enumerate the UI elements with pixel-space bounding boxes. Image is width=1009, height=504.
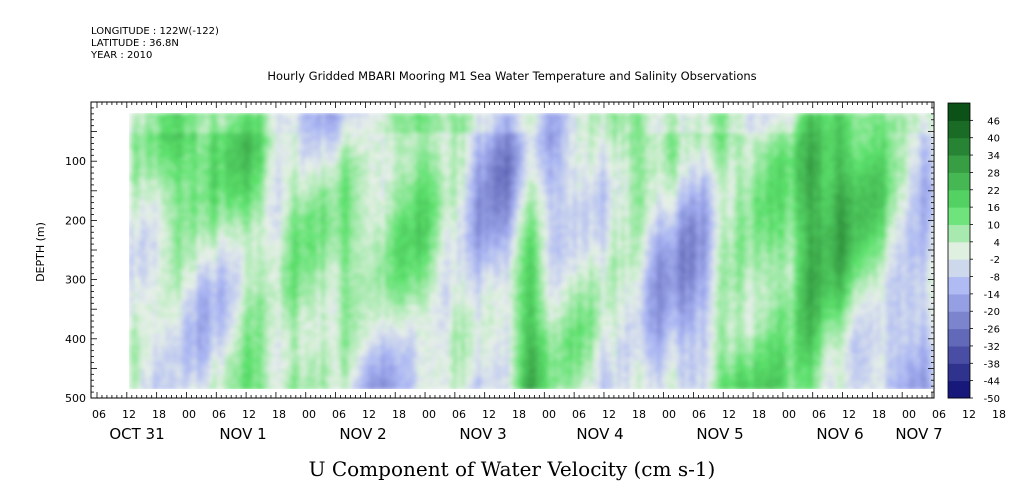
x-hour-label: 18 — [392, 408, 406, 421]
x-hour-label: 12 — [482, 408, 496, 421]
x-day-label: NOV 4 — [576, 425, 623, 443]
colorbar-label: -2 — [990, 255, 1000, 266]
y-tick-label: 100 — [65, 155, 86, 168]
colorbar-segment — [948, 345, 970, 364]
latitude-label: LATITUDE : 36.8N — [91, 38, 179, 49]
y-tick-label: 200 — [65, 214, 86, 227]
x-hour-label: 12 — [602, 408, 616, 421]
colorbar-label: -50 — [984, 394, 1000, 405]
x-day-labels: OCT 31 NOV 1 NOV 2 NOV 3 NOV 4 NOV 5 NOV 6 NOV … — [109, 425, 942, 443]
colorbar-label: -14 — [984, 290, 1000, 301]
x-hour-label: 12 — [722, 408, 736, 421]
x-hour-label: 06 — [692, 408, 706, 421]
x-hour-label: 12 — [242, 408, 256, 421]
colorbar: 46 40 34 28 22 16 10 4 -2 -8 -14 -20 -26 -32 -38 -44 -50 — [947, 102, 1000, 405]
colorbar-segment — [948, 207, 970, 225]
x-hour-label: 00 — [542, 408, 556, 421]
colorbar-segment — [948, 363, 970, 382]
x-day-label: NOV 7 — [895, 425, 942, 443]
x-hour-label: 06 — [332, 408, 346, 421]
x-day-label: NOV 1 — [219, 425, 266, 443]
colorbar-segment — [948, 328, 970, 347]
colorbar-segment — [948, 224, 970, 243]
colorbar-frame — [947, 102, 971, 399]
x-day-label: NOV 3 — [459, 425, 506, 443]
y-tick-label: 300 — [65, 274, 86, 287]
colorbar-segment — [948, 120, 970, 139]
x-day-label: NOV 6 — [816, 425, 863, 443]
x-hour-label: 18 — [872, 408, 886, 421]
x-hour-label: 12 — [842, 408, 856, 421]
heatmap-cells — [129, 113, 933, 389]
x-hour-label: 06 — [572, 408, 586, 421]
colorbar-segment — [948, 311, 970, 330]
x-hour-label: 18 — [152, 408, 166, 421]
x-hour-label: 06 — [212, 408, 226, 421]
colorbar-label: 10 — [987, 220, 1000, 231]
colorbar-label: -20 — [984, 307, 1000, 318]
chart-title: Hourly Gridded MBARI Mooring M1 Sea Wate… — [267, 69, 756, 83]
x-hour-label: 18 — [632, 408, 646, 421]
colorbar-label: 34 — [987, 151, 1000, 162]
longitude-label: LONGITUDE : 122W(-122) — [91, 26, 219, 37]
colorbar-segment — [948, 137, 970, 156]
x-hour-label: 06 — [932, 408, 946, 421]
x-day-label: NOV 5 — [696, 425, 743, 443]
year-label: YEAR : 2010 — [91, 50, 153, 61]
x-day-label: OCT 31 — [109, 425, 164, 443]
x-hour-label: 12 — [362, 408, 376, 421]
x-hour-label: 00 — [182, 408, 196, 421]
colorbar-label: -8 — [990, 273, 1000, 284]
y-axis-label: DEPTH (m) — [34, 222, 47, 282]
colorbar-label: -38 — [984, 359, 1000, 370]
colorbar-label: -26 — [984, 325, 1000, 336]
colorbar-label: 16 — [987, 203, 1000, 214]
x-hour-label: 00 — [902, 408, 916, 421]
x-axis-label: U Component of Water Velocity (cm s-1) — [309, 457, 716, 481]
x-hour-label: 06 — [812, 408, 826, 421]
x-hour-label: 18 — [512, 408, 526, 421]
x-hour-label: 00 — [422, 408, 436, 421]
x-hour-labels: 06 12 18 00 06 12 18 00 06 12 18 00 06 12 18 00 06 12 18 00… — [92, 408, 1006, 421]
colorbar-segment — [948, 189, 970, 208]
x-hour-label: 06 — [92, 408, 106, 421]
colorbar-segment — [948, 172, 970, 191]
y-tick-labels: 100 200 300 400 500 — [65, 155, 86, 405]
colorbar-label: 4 — [994, 238, 1000, 249]
colorbar-segment — [948, 293, 970, 312]
x-hour-label: 06 — [452, 408, 466, 421]
axis-ticks — [91, 101, 934, 399]
colorbar-segment — [948, 103, 970, 121]
heatmap-field — [129, 113, 933, 389]
colorbar-segment — [948, 259, 970, 278]
colorbar-label: 40 — [987, 134, 1000, 145]
colorbar-label: 22 — [987, 186, 1000, 197]
colorbar-label: -32 — [984, 342, 1000, 353]
colorbar-segment — [948, 155, 970, 173]
x-hour-label: 00 — [662, 408, 676, 421]
colorbar-label: -44 — [984, 377, 1000, 388]
x-hour-label: 18 — [752, 408, 766, 421]
colorbar-segment — [948, 380, 970, 399]
x-hour-label: 12 — [122, 408, 136, 421]
x-hour-label: 12 — [962, 408, 976, 421]
colorbar-label: 46 — [987, 116, 1000, 127]
colorbar-segment — [948, 276, 970, 295]
y-tick-label: 400 — [65, 333, 86, 346]
x-hour-label: 00 — [302, 408, 316, 421]
x-hour-label: 00 — [782, 408, 796, 421]
x-hour-label: 18 — [272, 408, 286, 421]
colorbar-label: 28 — [987, 168, 1000, 179]
colorbar-segment — [948, 241, 970, 260]
x-day-label: NOV 2 — [339, 425, 386, 443]
y-tick-label: 500 — [65, 392, 86, 405]
x-hour-label: 18 — [992, 408, 1006, 421]
